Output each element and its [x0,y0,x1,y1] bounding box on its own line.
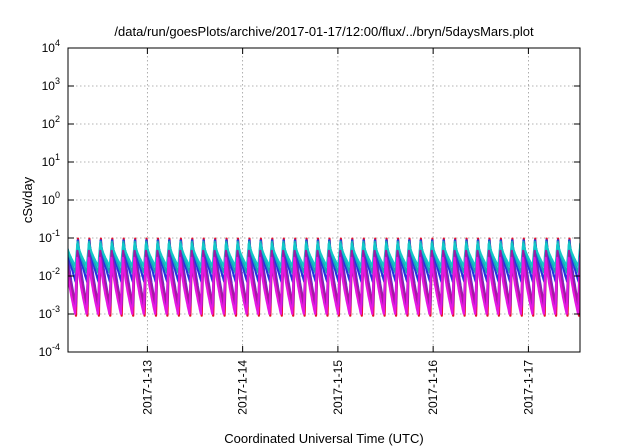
x-tick-label: 2017-1-13 [140,360,154,415]
y-tick-label: 100 [42,190,60,207]
y-tick-label: 101 [42,152,60,169]
x-tick-labels: 2017-1-13 2017-1-14 2017-1-15 2017-1-16 2017… [140,360,535,415]
series-group [68,237,580,317]
y-tick-label: 103 [42,76,60,93]
y-tick-label: 102 [42,114,60,131]
y-tick-label: 10-1 [39,228,60,245]
x-tick-label: 2017-1-16 [426,360,440,415]
x-tick-label: 2017-1-14 [236,360,250,415]
chart-title: /data/run/goesPlots/archive/2017-01-17/1… [114,24,534,39]
series-line [68,256,580,315]
y-tick-label: 104 [42,38,60,55]
y-tick-label: 10-2 [39,266,60,283]
y-axis-label: cSv/day [20,176,35,223]
y-tick-labels: 10-4 10-3 10-2 10-1 100 101 102 103 104 [39,38,60,359]
ticks [68,47,580,353]
x-tick-label: 2017-1-15 [331,360,345,415]
grid [68,48,580,352]
x-tick-label: 2017-1-17 [521,360,535,415]
x-axis-label: Coordinated Universal Time (UTC) [224,431,423,446]
y-tick-label: 10-3 [39,304,60,321]
y-tick-label: 10-4 [39,342,60,359]
